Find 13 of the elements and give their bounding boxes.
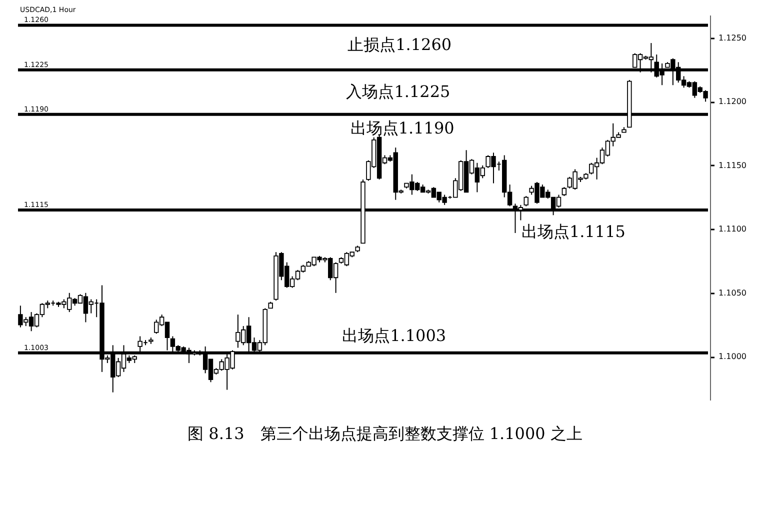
y-tick-label: 1.1000 <box>718 352 746 362</box>
ref-line-label: 入场点1.1225 <box>346 82 450 101</box>
ref-line-label: 出场点1.1003 <box>342 326 446 345</box>
y-tick-label: 1.1150 <box>718 160 746 170</box>
ref-line-label: 出场点1.1190 <box>350 118 454 138</box>
ref-line-label: 出场点1.1115 <box>521 222 626 242</box>
y-tick-label: 1.1050 <box>718 288 746 298</box>
ref-line-label: 止损点1.1260 <box>348 35 452 54</box>
y-tick-label: 1.1200 <box>718 97 746 106</box>
y-tick-label: 1.1100 <box>718 224 746 234</box>
text: 图 8.13 第三个出场点提高到整数支撑位 1.1000 之上 <box>188 424 582 443</box>
y-tick-label: 1.1250 <box>718 33 746 42</box>
candlestick <box>524 196 528 207</box>
